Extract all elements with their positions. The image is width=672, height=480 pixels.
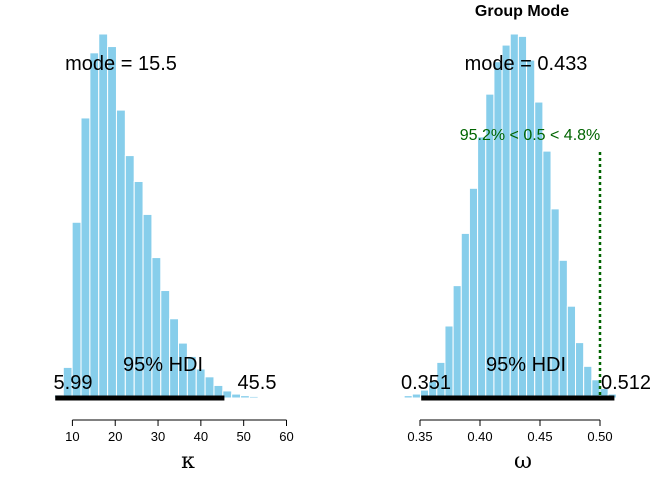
kappa-x-axis: 10 20 30 40 50 60 (65, 419, 294, 444)
histogram-bar (501, 44, 511, 399)
histogram-bar (204, 376, 215, 399)
histogram-bar (566, 305, 577, 399)
histogram-bar (460, 232, 470, 399)
histogram-bar (411, 393, 421, 399)
chart-title: Group Mode (475, 3, 569, 20)
kappa-hdi-label: 95% HDI (123, 354, 203, 376)
kappa-panel: mode = 15.5 95% HDI 5.99 45.5 10 20 30 40 50… (53, 33, 294, 474)
omega-histogram (395, 33, 617, 399)
histogram-bar (151, 257, 162, 399)
kappa-mode-label: mode = 15.5 (65, 53, 177, 75)
tick-label: 40 (194, 429, 208, 444)
kappa-hdi-high: 45.5 (238, 372, 277, 394)
histogram-bar (160, 290, 171, 399)
histogram-bar (583, 365, 593, 399)
tick-label: 60 (279, 429, 293, 444)
tick-label: 30 (151, 429, 165, 444)
tick-label: 0.45 (527, 429, 552, 444)
kappa-histogram (53, 33, 286, 399)
histogram-bar (575, 342, 585, 399)
histogram-bar (468, 187, 479, 399)
omega-panel: Group Mode mode = 0.433 95.2% < 0.5 < 4.… (395, 3, 651, 474)
histogram-bar (257, 396, 268, 399)
histogram-bar (275, 396, 286, 399)
histogram-bar (107, 46, 117, 399)
tick-label: 10 (65, 429, 79, 444)
histogram-bar (558, 259, 568, 399)
comparison-annotation: 95.2% < 0.5 < 4.8% (460, 127, 601, 144)
omega-hdi-low: 0.351 (401, 372, 451, 394)
omega-x-axis: 0.35 0.40 0.45 0.50 (407, 419, 613, 444)
omega-mode-label: mode = 0.433 (465, 53, 588, 75)
kappa-hdi-low: 5.99 (54, 372, 93, 394)
tick-label: 20 (108, 429, 122, 444)
histogram-bar (395, 396, 405, 399)
histogram-bar (477, 136, 487, 399)
omega-hdi-high: 0.512 (601, 372, 651, 394)
histogram-bar (517, 35, 528, 399)
omega-x-label: ω (514, 449, 532, 474)
histogram-bar (89, 52, 100, 399)
histogram-bar (509, 33, 519, 399)
omega-hdi-label: 95% HDI (486, 354, 566, 376)
histogram-bar (452, 285, 462, 399)
histogram-bar (98, 33, 109, 399)
tick-label: 0.40 (467, 429, 492, 444)
histogram-bar (80, 117, 91, 399)
kappa-x-label: κ (181, 449, 195, 474)
tick-label: 0.50 (587, 429, 612, 444)
tick-label: 50 (236, 429, 250, 444)
histogram-bar (526, 59, 536, 399)
histogram-bar (231, 393, 242, 399)
tick-label: 0.35 (407, 429, 432, 444)
histogram-bar (240, 395, 250, 399)
histogram-bar (248, 395, 259, 399)
histogram-bar (493, 61, 503, 399)
histogram-bar (403, 395, 413, 399)
histogram-bar (266, 396, 277, 399)
